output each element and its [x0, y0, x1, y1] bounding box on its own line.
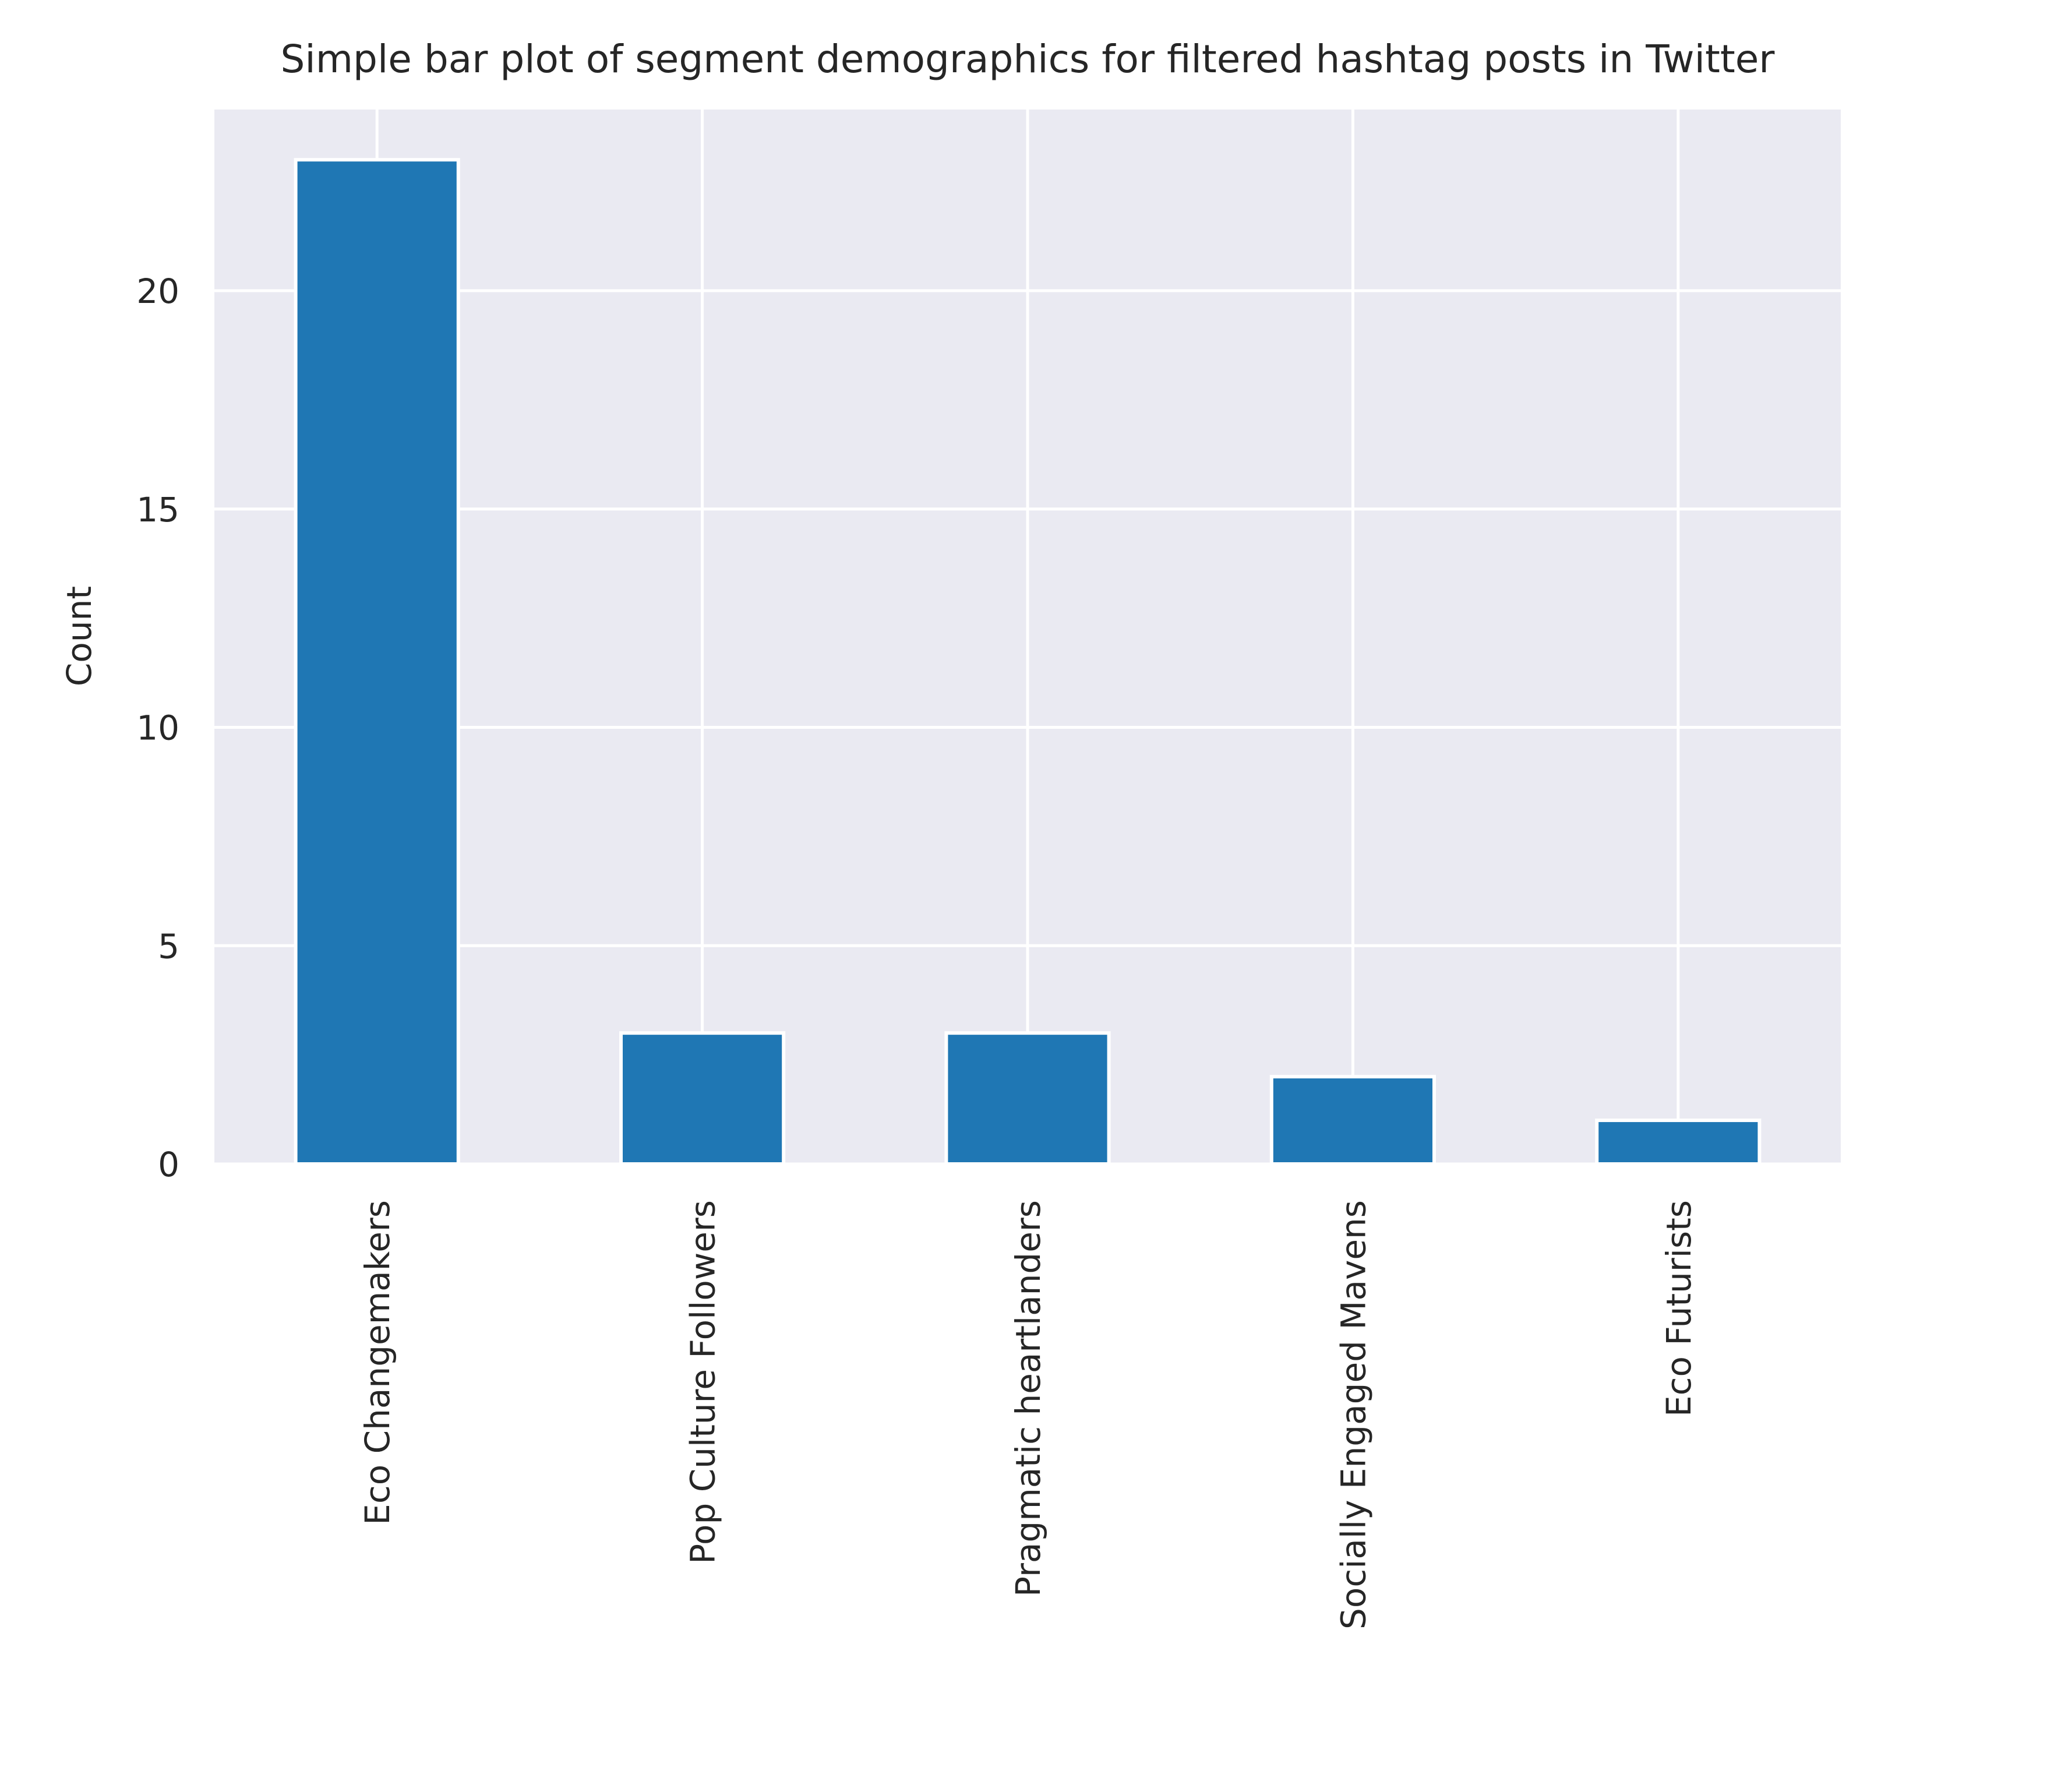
y-tick-labels: 0 5 10 15 20: [136, 271, 179, 1184]
y-axis-label: Count: [59, 586, 99, 686]
x-tick-label: Pop Culture Followers: [683, 1200, 723, 1564]
bars: [294, 158, 1762, 1166]
y-tick-label: 20: [136, 271, 179, 311]
bar-socially-engaged-mavens: [1269, 1075, 1437, 1166]
y-tick-label: 5: [158, 926, 179, 966]
bar-eco-futurists: [1595, 1119, 1762, 1166]
x-tick-label: Eco Futurists: [1659, 1200, 1699, 1417]
x-tick-label: Eco Changemakers: [358, 1200, 397, 1525]
chart-title: Simple bar plot of segment demographics …: [281, 37, 1776, 82]
y-tick-label: 15: [136, 490, 179, 530]
bar-pop-culture-followers: [619, 1031, 786, 1166]
gridlines: [214, 110, 1841, 1166]
y-tick-label: 0: [158, 1145, 179, 1184]
bar-pragmatic-heartlanders: [944, 1031, 1111, 1166]
y-tick-label: 10: [136, 708, 179, 748]
bar-eco-changemakers: [294, 158, 460, 1166]
x-tick-label: Socially Engaged Mavens: [1333, 1200, 1373, 1629]
x-tick-labels: Eco Changemakers Pop Culture Followers Pra…: [358, 1200, 1699, 1629]
x-tick-label: Pragmatic heartlanders: [1008, 1200, 1048, 1597]
